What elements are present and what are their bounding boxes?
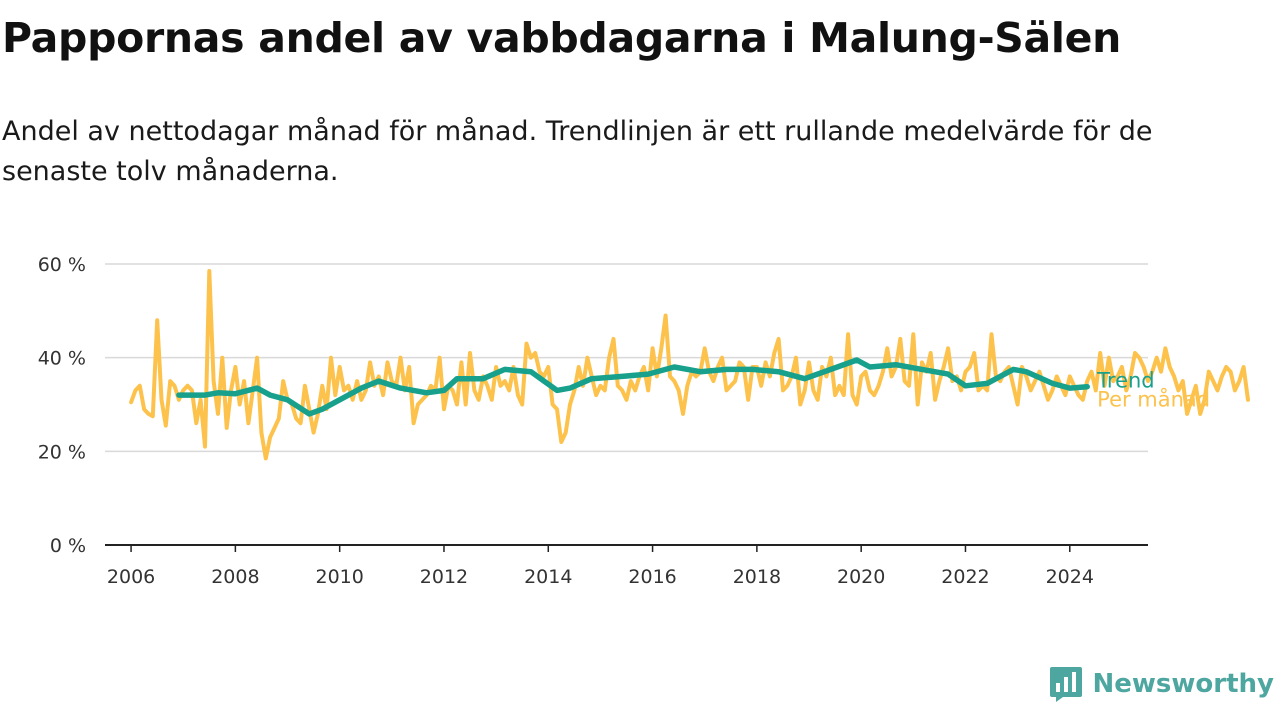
series-line-per-manad <box>129 269 1250 461</box>
chart-title: Pappornas andel av vabbdagarna i Malung-… <box>2 14 1122 62</box>
x-tick-label: 2016 <box>628 566 676 588</box>
brand-name: Newsworthy <box>1092 669 1274 699</box>
x-tick-label: 2008 <box>211 566 259 588</box>
axes: 0 % 20 % 40 % 60 % 2006 2008 2010 2012 2014 2016 2… <box>38 254 1148 588</box>
x-tick-label: 2022 <box>941 566 989 588</box>
bar-chart-logo-icon <box>1049 667 1082 702</box>
newsworthy-brand: Newsworthy <box>1049 664 1274 704</box>
y-tick-label: 20 % <box>38 441 86 463</box>
x-tick-label: 2006 <box>107 566 155 588</box>
x-tick-label: 2012 <box>420 566 468 588</box>
x-tick-label: 2010 <box>315 566 363 588</box>
series <box>129 269 1250 461</box>
y-tick-label: 40 % <box>38 348 86 370</box>
series-line-trend <box>176 357 1090 417</box>
y-tick-label: 0 % <box>50 535 86 557</box>
series-label-trend: Trend <box>1096 369 1154 393</box>
x-tick-label: 2014 <box>524 566 572 588</box>
x-tick-label: 2020 <box>837 566 885 588</box>
y-tick-label: 60 % <box>38 254 86 276</box>
chart-subtitle: Andel av nettodagar månad för månad. Tre… <box>2 116 1153 187</box>
line-chart: 0 % 20 % 40 % 60 % 2006 2008 2010 2012 2014 2016 2… <box>38 254 1250 588</box>
x-tick-label: 2024 <box>1046 566 1094 588</box>
series-label-per-manad: Per månad <box>1097 387 1210 412</box>
x-tick-label: 2018 <box>733 566 781 588</box>
